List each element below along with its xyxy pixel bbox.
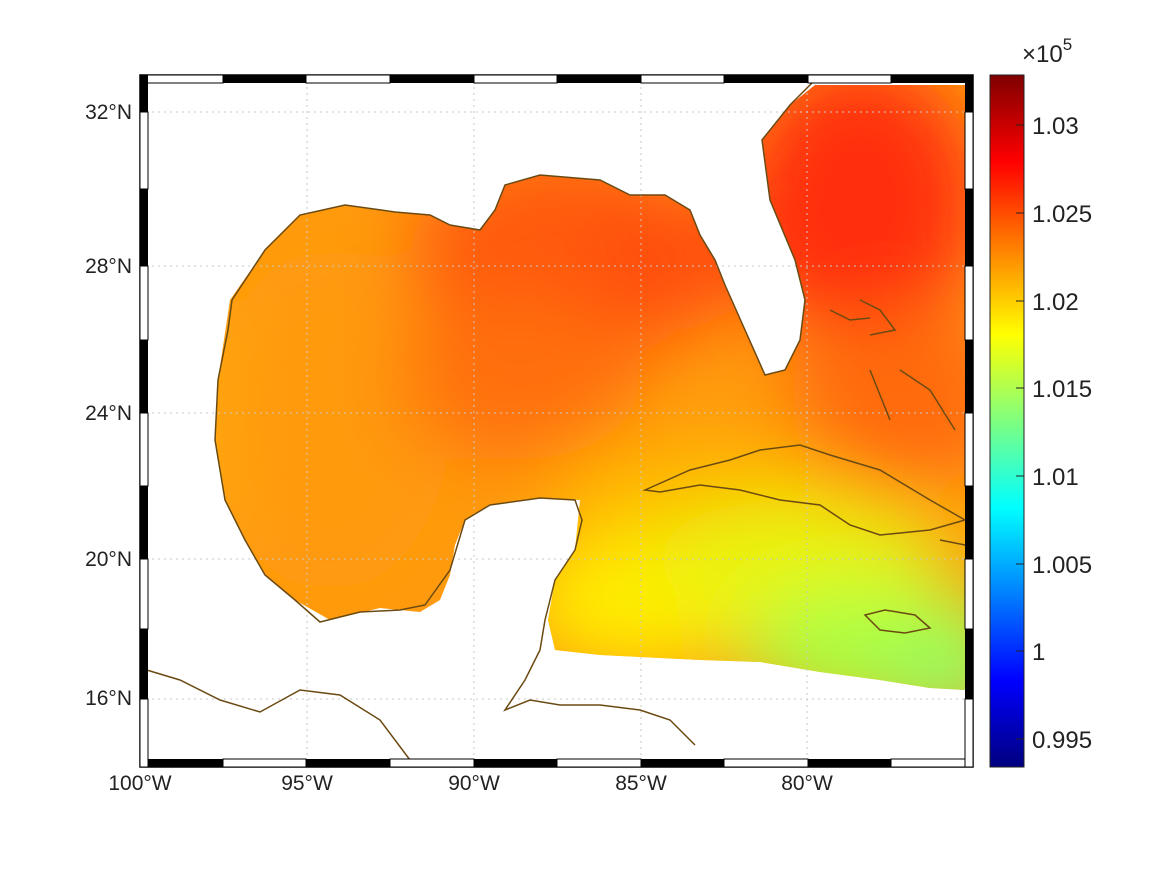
central-america-coastline — [139, 667, 411, 761]
cuba-coastline — [642, 444, 967, 536]
colorbar-gradient — [989, 74, 1025, 768]
lat-tick-label: 16°N — [85, 687, 132, 710]
colorbar-tick-label: 0.995 — [1032, 727, 1092, 754]
mexico-coastline — [214, 379, 696, 746]
hispaniola-coastline — [939, 539, 966, 546]
colorbar-multiplier-exponent: 5 — [1063, 35, 1072, 54]
frame-top — [139, 74, 973, 84]
colorbar-tick-label: 1.005 — [1032, 552, 1092, 579]
gulf-coastline — [217, 79, 816, 381]
colorbar-ticks — [1016, 124, 1024, 740]
colorbar-tick-label: 1.015 — [1032, 376, 1092, 403]
colorbar-multiplier-base: ×10 — [1022, 41, 1063, 68]
lat-tick-label: 20°N — [85, 548, 132, 571]
jamaica-coastline — [863, 609, 932, 634]
frame-bottom — [140, 758, 974, 768]
bahamas-coastline — [829, 299, 956, 431]
graticule — [140, 75, 973, 767]
lat-tick-label: 28°N — [85, 255, 132, 278]
lon-tick-label: 90°W — [448, 772, 500, 795]
lat-tick-label: 32°N — [85, 101, 132, 124]
lon-tick-label: 80°W — [781, 772, 833, 795]
colorbar-tick-label: 1 — [1032, 639, 1045, 666]
frame-right — [964, 75, 974, 768]
frame-left — [139, 75, 149, 768]
colorbar-tick-label: 1.01 — [1032, 464, 1079, 491]
colorbar-tick-label: 1.02 — [1032, 289, 1079, 316]
colorbar-tick-label: 1.03 — [1032, 113, 1079, 140]
colorbar-tick-label: 1.025 — [1032, 201, 1092, 228]
lon-tick-labels: 100°W 95°W 90°W 85°W 80°W — [108, 772, 833, 795]
colorbar: 0.995 1 1.005 1.01 1.015 1.02 1.025 1.03… — [989, 35, 1092, 768]
colorbar-multiplier: ×105 — [1022, 35, 1072, 68]
lat-tick-label: 24°N — [85, 402, 132, 425]
map-frame — [139, 74, 974, 768]
coastlines — [139, 79, 967, 761]
lat-tick-labels: 16°N 20°N 24°N 28°N 32°N — [85, 101, 132, 710]
lon-tick-label: 100°W — [108, 772, 171, 795]
lon-tick-label: 95°W — [281, 772, 333, 795]
lon-tick-label: 85°W — [615, 772, 667, 795]
